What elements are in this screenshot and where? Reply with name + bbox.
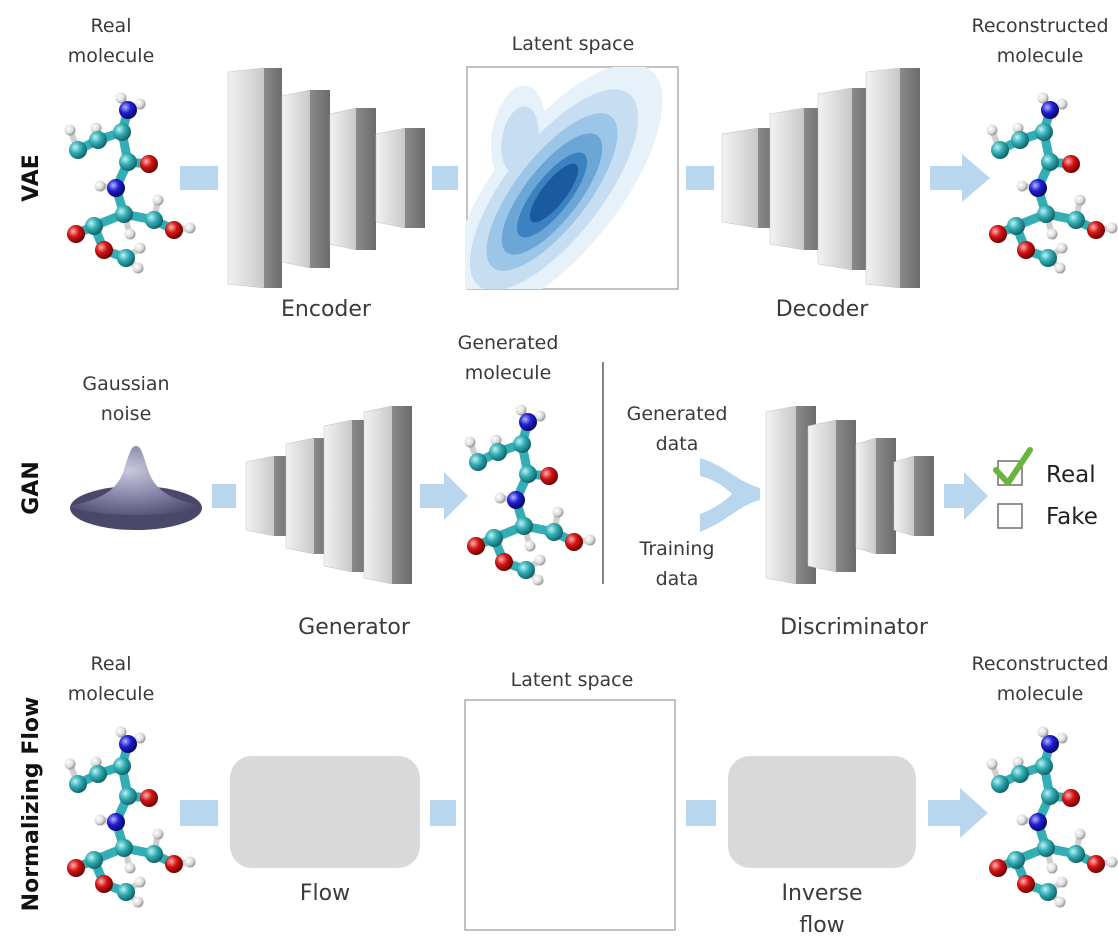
decoder-layer-4-edge: [900, 68, 920, 288]
vae-output-arrow: [930, 154, 990, 202]
fake-checkbox: [997, 503, 1023, 529]
discriminator-layer-2-edge: [836, 420, 856, 572]
flow-input-label-line2: molecule: [68, 683, 155, 705]
flow-arrow-2: [430, 800, 456, 826]
real-option-label: Real: [1046, 462, 1096, 488]
encoder-layer-4: [375, 127, 406, 229]
generator-layer-2: [285, 437, 315, 555]
flow-real-molecule: [65, 727, 196, 908]
vae-arrow-2: [432, 166, 458, 190]
encoder-label: Encoder: [281, 297, 372, 322]
discriminator-layer-3-edge: [876, 438, 896, 554]
flow-arrow-1: [180, 800, 218, 826]
decoder-layer-3: [817, 87, 853, 271]
encoder-network: [227, 67, 425, 289]
vae-reconstructed-molecule: [987, 93, 1118, 274]
flow-latent-label: Latent space: [511, 669, 634, 691]
generator-network: [245, 405, 412, 585]
decoder-layer-1: [721, 127, 759, 229]
gan-generated-molecule-label-line1: Generated: [458, 332, 559, 354]
decoder-layer-4: [865, 67, 901, 289]
flow-output-label-line1: Reconstructed: [972, 653, 1109, 675]
decoder-label: Decoder: [776, 297, 870, 322]
flow-arrow-3: [686, 800, 716, 826]
flow-reconstructed-molecule: [987, 727, 1118, 908]
vae-real-molecule: [65, 93, 196, 274]
gan-arrow-1: [212, 484, 236, 508]
vae-arrow-3: [686, 166, 714, 190]
discriminator-network: [765, 405, 934, 585]
discriminator-layer-4-edge: [914, 456, 934, 536]
training-data-label-line2: data: [656, 568, 699, 590]
discriminator-layer-3: [855, 437, 877, 555]
training-data-label-line1: Training: [639, 538, 715, 560]
gaussian-noise-shape: [70, 446, 202, 530]
row-label-normalizing-flow: Normalizing Flow: [19, 697, 44, 912]
gan-generated-molecule-label-line2: molecule: [465, 362, 552, 384]
vae-input-label-line1: Real: [91, 15, 132, 37]
encoder-layer-4-edge: [405, 128, 425, 228]
vae-arrow-1: [180, 166, 218, 190]
discriminator-layer-1: [765, 405, 797, 585]
vae-output-label-line1: Reconstructed: [972, 15, 1109, 37]
generator-layer-3: [323, 419, 353, 573]
vae-latent-label: Latent space: [512, 33, 635, 55]
vae-input-label-line2: molecule: [68, 45, 155, 67]
encoder-layer-3: [329, 107, 357, 251]
discriminator-layer-4: [893, 455, 915, 537]
encoder-layer-1-edge: [264, 68, 282, 288]
gan-generated-molecule: [465, 405, 596, 586]
generator-label: Generator: [298, 615, 411, 640]
flow-latent-space-plot: [464, 699, 676, 931]
generator-layer-1: [245, 455, 275, 537]
encoder-layer-2: [281, 89, 311, 269]
decoder-network: [721, 67, 920, 289]
encoder-layer-2-edge: [310, 90, 330, 268]
gan-noise-label-line2: noise: [101, 403, 152, 425]
encoder-layer-3-edge: [356, 108, 376, 250]
merge-arrow: [700, 458, 760, 532]
inverse-flow-box: [728, 756, 916, 868]
gan-arrow-2: [420, 472, 468, 520]
flow-output-arrow: [928, 788, 988, 838]
real-checkbox: [993, 447, 1033, 486]
decoder-layer-2: [769, 107, 805, 251]
discriminator-label: Discriminator: [780, 615, 929, 640]
generated-data-label-line1: Generated: [627, 403, 728, 425]
flow-box: [230, 756, 420, 868]
generated-data-label-line2: data: [656, 433, 699, 455]
encoder-layer-1: [227, 67, 265, 289]
inverse-flow-label-line1: Inverse: [781, 881, 862, 906]
generator-layer-4: [363, 405, 393, 585]
generator-layer-4-edge: [392, 406, 412, 584]
row-label-vae: VAE: [19, 154, 44, 202]
vae-output-label-line2: molecule: [997, 45, 1084, 67]
check-icon: [993, 447, 1033, 486]
gan-noise-label-line1: Gaussian: [82, 373, 169, 395]
vae-latent-space-plot: [465, 66, 679, 290]
flow-output-label-line2: molecule: [997, 683, 1084, 705]
inverse-flow-label-line2: flow: [799, 913, 844, 938]
flow-input-label-line1: Real: [91, 653, 132, 675]
gan-output-arrow: [944, 472, 988, 520]
flow-label: Flow: [300, 881, 350, 906]
fake-option-label: Fake: [1046, 504, 1098, 530]
row-label-gan: GAN: [19, 461, 44, 515]
discriminator-layer-2: [807, 419, 837, 573]
